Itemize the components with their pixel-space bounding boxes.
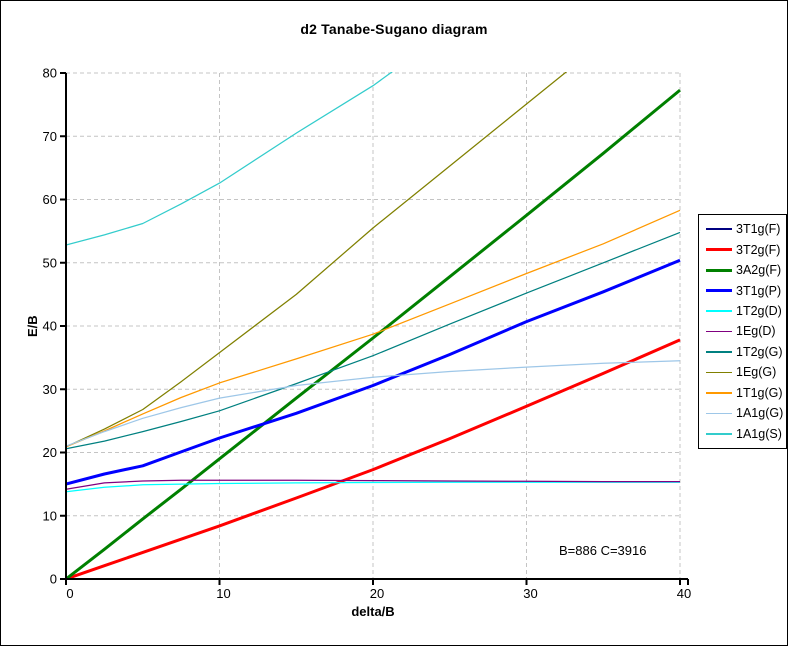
legend: 3T1g(F) 3T2g(F) 3A2g(F) 3T1g(P) 1T2g(D) 1Eg(D… — [698, 214, 787, 449]
series-line-1a1g-s- — [66, 72, 393, 246]
series-line-1a1g-g- — [66, 360, 681, 447]
legend-line-sample — [706, 248, 732, 252]
legend-line-sample — [706, 412, 732, 415]
series-line-3t2g-f- — [66, 338, 681, 580]
y-tick-label: 40 — [43, 319, 57, 334]
legend-item-label: 3T1g(P) — [736, 283, 782, 298]
series-line-1t2g-g- — [66, 231, 681, 450]
legend-item-label: 1A1g(G) — [736, 406, 784, 421]
y-tick-label: 60 — [43, 192, 57, 207]
x-tick-label: 30 — [523, 586, 537, 601]
legend-item: 1T1g(G) — [706, 386, 786, 400]
series-line-1eg-d- — [66, 479, 680, 490]
legend-item: 1A1g(S) — [706, 427, 786, 441]
x-tick-label: 40 — [677, 586, 691, 601]
legend-item: 1Eg(D) — [706, 324, 786, 338]
y-tick-label: 80 — [43, 66, 57, 81]
legend-item-label: 1T2g(G) — [736, 344, 783, 359]
legend-item: 3A2g(F) — [706, 263, 786, 277]
y-tick-label: 20 — [43, 445, 57, 460]
x-tick-label: 20 — [370, 586, 384, 601]
legend-item: 3T2g(F) — [706, 243, 786, 257]
series-line-3a2g-f- — [66, 88, 681, 580]
x-tick-label: 0 — [66, 586, 73, 601]
legend-line-sample — [706, 228, 732, 230]
legend-item-label: 1A1g(S) — [736, 426, 782, 441]
legend-line-sample — [706, 392, 732, 394]
legend-line-sample — [706, 310, 732, 312]
legend-item: 3T1g(P) — [706, 284, 786, 298]
legend-item-label: 1T1g(G) — [736, 385, 783, 400]
legend-line-sample — [706, 330, 732, 333]
y-tick-label: 50 — [43, 255, 57, 270]
legend-item: 1T2g(D) — [706, 304, 786, 318]
y-tick-label: 0 — [50, 572, 57, 587]
y-tick-label: 10 — [43, 508, 57, 523]
y-axis-title: E/B — [25, 315, 40, 337]
legend-item-label: 1Eg(G) — [736, 365, 777, 380]
x-axis-title: delta/B — [351, 604, 395, 619]
series-line-1t2g-d- — [66, 481, 680, 493]
x-tick-label: 10 — [216, 586, 230, 601]
legend-line-sample — [706, 268, 732, 272]
legend-line-sample — [706, 351, 732, 353]
legend-line-sample — [706, 433, 732, 435]
legend-item-label: 1T2g(D) — [736, 304, 782, 319]
y-tick-label: 30 — [43, 382, 57, 397]
series-line-3t1g-p- — [66, 258, 681, 486]
legend-item: 3T1g(F) — [706, 222, 786, 236]
legend-item-label: 3T1g(F) — [736, 222, 781, 237]
y-tick-label: 70 — [43, 129, 57, 144]
legend-item-label: 3T2g(F) — [736, 242, 781, 257]
legend-item: 1T2g(G) — [706, 345, 786, 359]
series-line-1t1g-g- — [66, 209, 681, 448]
legend-item-label: 3A2g(F) — [736, 263, 782, 278]
series-line-1eg-g- — [66, 72, 568, 448]
legend-line-sample — [706, 289, 732, 293]
legend-item: 1A1g(G) — [706, 406, 786, 420]
legend-item: 1Eg(G) — [706, 365, 786, 379]
legend-item-label: 1Eg(D) — [736, 324, 776, 339]
parameters-annotation: B=886 C=3916 — [559, 543, 647, 558]
legend-line-sample — [706, 371, 732, 374]
chart-title: d2 Tanabe-Sugano diagram — [300, 21, 488, 37]
